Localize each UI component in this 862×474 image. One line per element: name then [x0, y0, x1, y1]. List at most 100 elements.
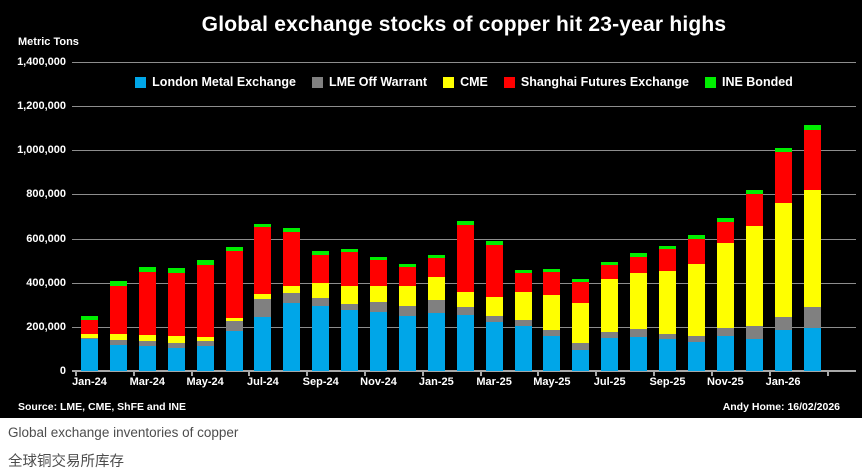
bar-segment [543, 295, 561, 331]
x-axis-tick [306, 371, 309, 376]
bar-segment [543, 272, 561, 296]
bar-segment [659, 333, 676, 339]
x-axis-tick [364, 371, 366, 376]
bar-segment [572, 350, 590, 371]
bar-segment [716, 242, 734, 328]
bar-segment [427, 313, 445, 371]
x-axis-tick [826, 371, 829, 376]
plot-area [72, 62, 856, 376]
y-axis-title: Metric Tons [18, 36, 79, 48]
bar-segment [398, 263, 416, 267]
bar-segment [774, 147, 792, 152]
bar-segment [283, 302, 301, 371]
bar-segment [283, 286, 301, 293]
bar-segment [659, 245, 676, 250]
bar-segment [456, 221, 474, 226]
x-axis-tick [537, 371, 540, 376]
bar-segment [427, 300, 445, 314]
bar-segment [398, 305, 416, 316]
bar-segment [485, 244, 503, 297]
bar-segment [485, 296, 503, 316]
bar-segment [109, 344, 127, 371]
x-axis-tick [479, 371, 482, 376]
bar-segment [341, 303, 359, 311]
bar-segment [225, 247, 243, 252]
bar-segment [803, 125, 821, 131]
legend-item: CME [443, 75, 488, 89]
legend-swatch [311, 76, 323, 88]
x-axis-tick [421, 371, 424, 376]
x-tick-label: Mar-24 [129, 376, 166, 388]
bar-segment [341, 310, 359, 371]
bar-segment [398, 266, 416, 286]
x-axis-tick [595, 371, 598, 376]
bar-segment [370, 260, 387, 286]
chart-panel: Metric Tons Global exchange stocks of co… [0, 0, 862, 418]
bar-segment [716, 336, 734, 371]
bar-segment [659, 249, 676, 271]
bar-segment [225, 320, 243, 332]
bar-segment [167, 273, 185, 337]
bar-segment [601, 331, 619, 338]
bar-segment [456, 307, 474, 315]
x-tick-label: Mar-25 [476, 376, 512, 388]
bar-segment [196, 260, 214, 265]
bar-segment [370, 285, 387, 303]
bar-segment [630, 328, 648, 338]
x-tick-label: Jul-25 [593, 376, 626, 388]
legend-item: INE Bonded [704, 75, 793, 89]
bar-segment [254, 226, 272, 294]
bar-segment [543, 268, 561, 273]
gridline [72, 106, 856, 108]
bar-segment [803, 327, 821, 371]
bar-segment [196, 336, 214, 342]
bar-segment [514, 269, 532, 273]
x-tick-label: Jan-24 [72, 376, 107, 388]
bar-segment [109, 334, 127, 341]
y-tick-label: 0 [59, 365, 66, 377]
chart-title: Global exchange stocks of copper hit 23-… [201, 13, 727, 36]
bar-segment [601, 337, 619, 371]
bar-segment [716, 221, 734, 243]
bar-segment [427, 254, 445, 258]
bar-segment [774, 317, 792, 330]
bar-segment [687, 335, 705, 343]
x-axis-tick [653, 371, 655, 376]
x-axis-line [72, 370, 856, 372]
gridline [72, 62, 856, 63]
legend-swatch [704, 76, 716, 88]
bar-segment [543, 330, 561, 337]
bar-segment [254, 317, 272, 371]
legend-label: Shanghai Futures Exchange [520, 75, 689, 89]
y-tick-label: 1,200,000 [17, 100, 66, 113]
bar-segment [254, 223, 272, 227]
legend-item: London Metal Exchange [135, 75, 296, 89]
bar-segment [225, 317, 243, 321]
bar-segment [312, 283, 330, 299]
caption-block: Global exchange inventories of copper 全球… [0, 418, 862, 471]
bar-segment [456, 225, 474, 292]
bar-segment [138, 266, 156, 273]
bar-segment [601, 261, 619, 266]
legend-label: INE Bonded [721, 75, 793, 89]
bar-segment [745, 194, 763, 226]
bar-segment [283, 231, 301, 286]
bar-segment [716, 327, 734, 337]
bar-segment [514, 320, 532, 326]
bar-segment [687, 264, 705, 336]
legend-label: London Metal Exchange [152, 75, 296, 89]
bar-segment [138, 335, 156, 341]
bar-segment [572, 343, 590, 350]
caption-english: Global exchange inventories of copper [8, 425, 239, 440]
x-tick-label: May-25 [533, 376, 571, 388]
bar-segment [485, 316, 503, 322]
bar-segment [167, 348, 185, 371]
bar-segment [225, 331, 243, 371]
bar-segment [456, 314, 474, 371]
bar-segment [312, 298, 330, 307]
bar-segment [774, 202, 792, 318]
source-note: Source: LME, CME, ShFE and INE [18, 401, 187, 413]
bar-segment [745, 225, 763, 326]
bar-segment [398, 315, 416, 371]
bar-segment [254, 298, 272, 318]
